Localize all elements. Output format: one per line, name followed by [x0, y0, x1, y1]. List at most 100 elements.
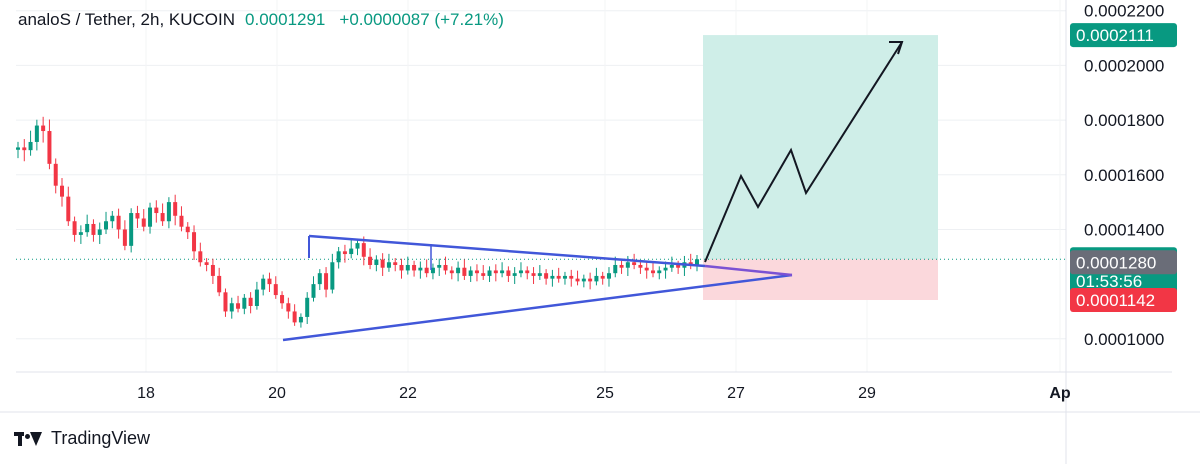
header-change: +0.0000087 (+7.21%): [339, 10, 504, 29]
candle: [355, 238, 360, 256]
candle: [72, 216, 77, 242]
candle: [280, 291, 285, 309]
candle-body: [242, 297, 247, 309]
candle: [317, 269, 322, 291]
candle-body: [393, 262, 398, 265]
candle-body: [286, 303, 291, 312]
candle-body: [204, 262, 209, 265]
candle-body: [556, 275, 561, 279]
price-tag-label: 0.0002111: [1076, 26, 1154, 45]
candle: [116, 208, 121, 239]
candle: [688, 253, 693, 270]
candle: [418, 261, 423, 279]
candle-body: [85, 223, 90, 233]
projection-arrow-path: [704, 41, 903, 263]
candle-body: [273, 284, 278, 296]
candle: [399, 258, 404, 279]
candle-body: [72, 221, 77, 235]
candle: [644, 261, 649, 279]
candle: [512, 267, 517, 284]
candle: [368, 248, 373, 270]
candle-body: [688, 262, 693, 265]
candle-body: [657, 270, 662, 274]
price-tag-bg: [1070, 287, 1177, 312]
candle: [606, 267, 611, 287]
target-zone: [703, 35, 938, 260]
candle: [537, 265, 542, 280]
candle: [500, 262, 505, 278]
candle-body: [430, 267, 435, 274]
candle: [223, 288, 228, 317]
candle-body: [236, 303, 241, 309]
candle-body: [261, 278, 266, 290]
candle: [531, 267, 536, 284]
candle-body: [141, 218, 146, 227]
candle: [248, 292, 253, 314]
candle-body: [298, 316, 303, 323]
candle: [449, 266, 454, 280]
candle: [78, 225, 83, 244]
candle: [544, 269, 549, 285]
symbol-title[interactable]: analoS / Tether, 2h, KUCOIN: [18, 10, 236, 29]
candle-body: [330, 262, 335, 290]
candle: [210, 258, 215, 284]
candle-body: [324, 273, 329, 290]
candle-body: [550, 275, 555, 279]
candle-body: [135, 213, 140, 219]
pattern-lower-line: [282, 273, 793, 342]
candle: [229, 297, 234, 319]
candle-body: [644, 267, 649, 271]
candle-body: [588, 278, 593, 282]
candle: [192, 225, 197, 260]
candle: [638, 260, 643, 274]
tradingview-brand[interactable]: TradingView: [14, 428, 150, 449]
candle-body: [173, 202, 178, 216]
candle-body: [116, 215, 121, 230]
candle-body: [518, 270, 523, 274]
candle: [412, 260, 417, 277]
candle-body: [493, 270, 498, 274]
price-tag: 0.0002111: [1070, 23, 1177, 48]
candle: [525, 266, 530, 280]
candle: [342, 244, 347, 263]
x-tick-label: 22: [399, 385, 417, 402]
candle: [695, 255, 699, 272]
candle-body: [179, 215, 184, 227]
candle-body: [66, 196, 71, 222]
price-tag: 0.0001280: [1070, 250, 1177, 275]
candle-body: [399, 264, 404, 271]
y-tick-label: 0.0001400: [1084, 220, 1164, 239]
candles: [16, 116, 699, 328]
candle: [135, 205, 140, 228]
candle-body: [676, 264, 681, 268]
candle: [141, 209, 146, 232]
candle: [430, 263, 435, 280]
stop-zone: [703, 259, 938, 300]
candle-body: [374, 259, 379, 265]
x-tick-label: 27: [727, 385, 745, 402]
candle-body: [632, 262, 637, 265]
candle: [468, 266, 473, 282]
candle-body: [537, 273, 542, 276]
candle-body: [34, 125, 39, 142]
candle-body: [650, 270, 655, 274]
candle-body: [210, 264, 215, 276]
candle: [443, 256, 448, 275]
x-tick-label: 29: [858, 385, 876, 402]
candle-body: [41, 125, 46, 132]
candle: [91, 219, 96, 242]
candle-body: [412, 264, 417, 271]
x-tick-label: 20: [268, 385, 286, 402]
candle: [198, 242, 203, 267]
brand-name: TradingView: [51, 428, 151, 448]
candle-body: [613, 264, 618, 274]
candle-body: [349, 248, 354, 255]
price-tags: 0.00021110.000129101:53:560.00012800.000…: [1070, 23, 1177, 312]
candle-body: [122, 229, 127, 246]
candle: [506, 266, 511, 282]
candle-body: [16, 147, 20, 150]
candle-body: [104, 221, 109, 230]
y-tick-label: 0.0002000: [1084, 56, 1164, 75]
